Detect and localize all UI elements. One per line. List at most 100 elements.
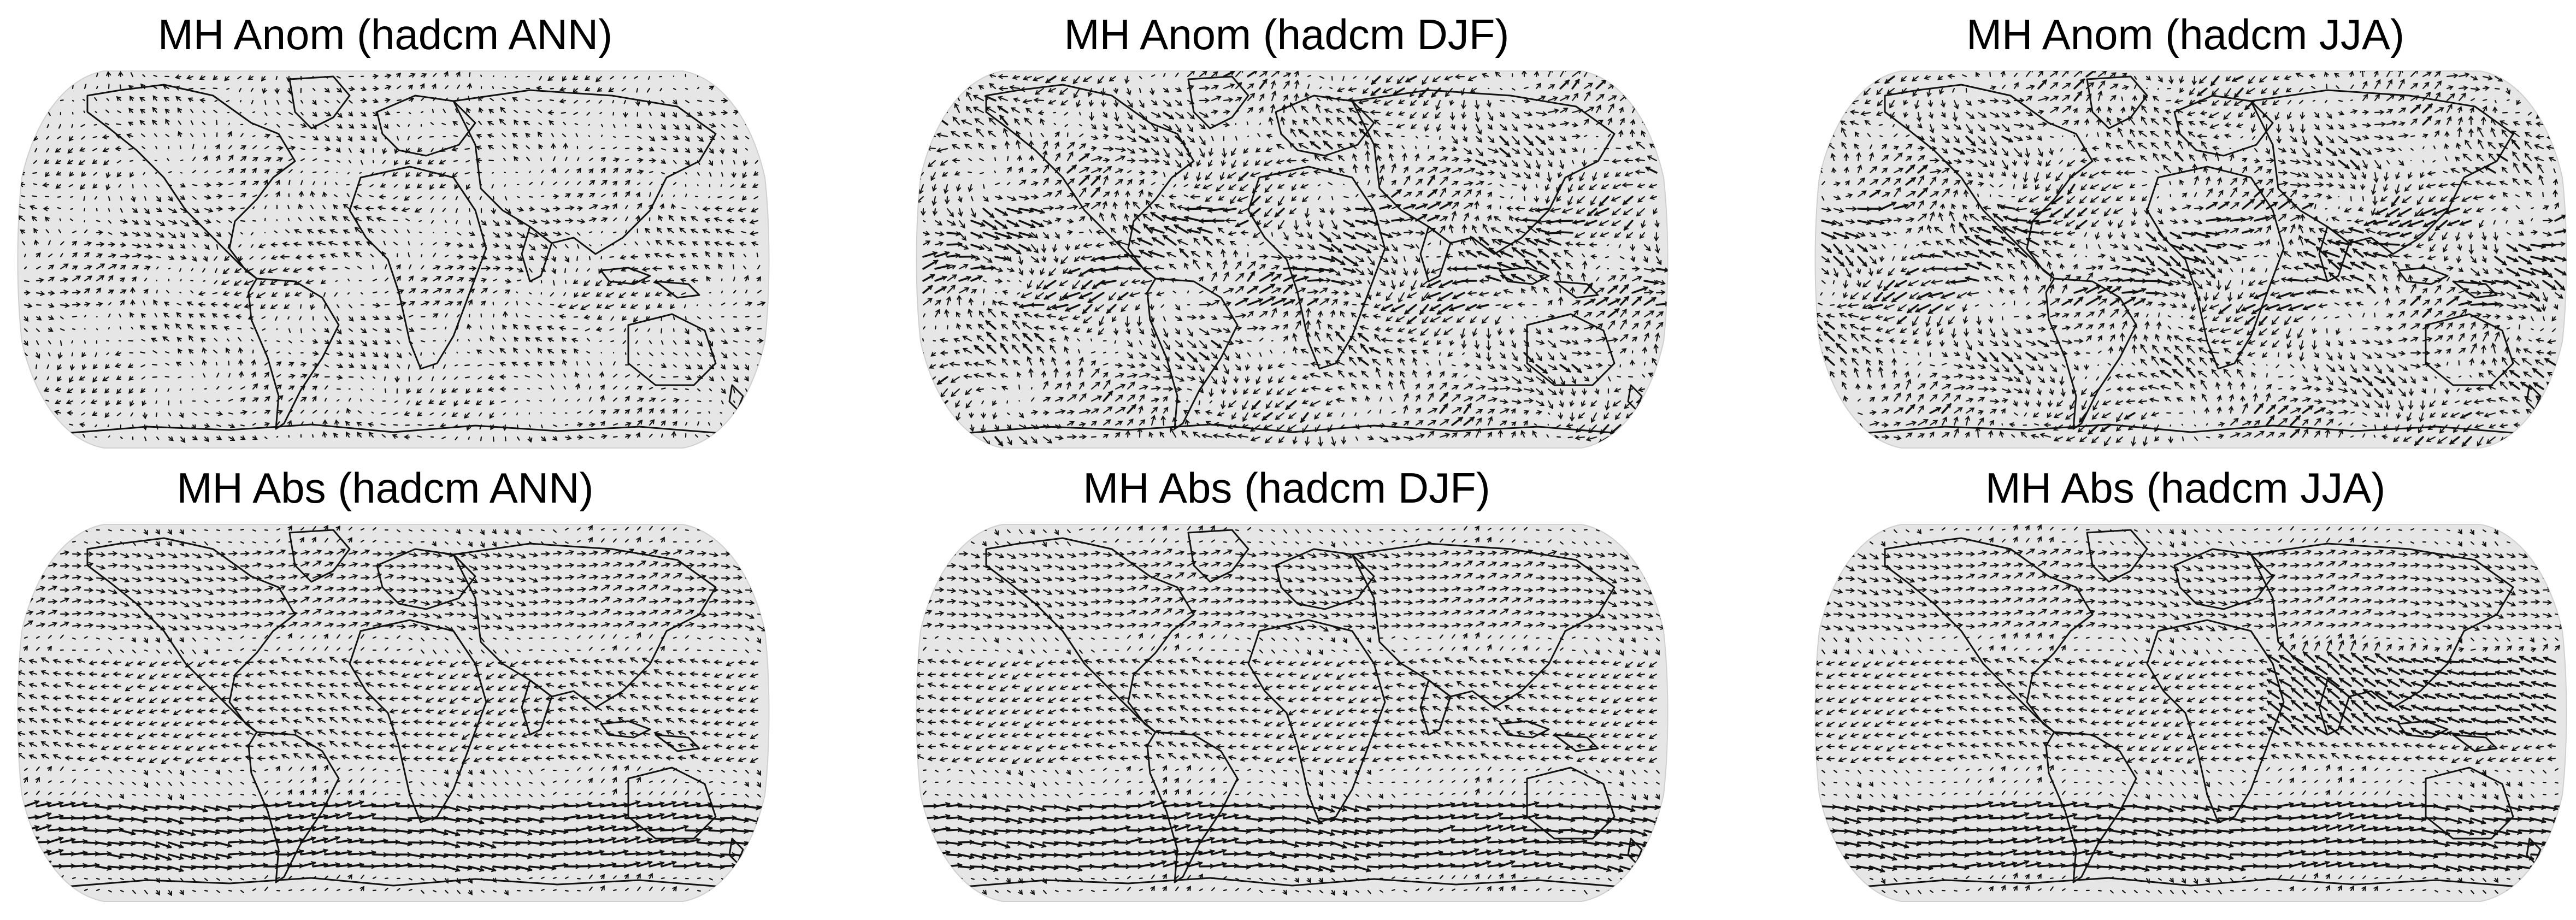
wind-vector-head [1560,148,1566,154]
wind-vector-head [1069,178,1075,184]
wind-vector-head [374,86,379,91]
wind-vector-head [1635,157,1640,163]
wind-vector-head [1420,230,1425,236]
wind-vector [1247,261,1256,270]
wind-vector-head [459,265,465,270]
wind-vector-head [505,289,511,294]
wind-vector [586,338,591,342]
wind-vector [1535,184,1538,188]
wind-vector-head [1406,175,1411,181]
wind-vector [1343,280,1355,286]
wind-vector-head [67,160,73,164]
wind-vector-head [1455,190,1461,196]
wind-vector-head [580,219,586,224]
wind-vector [1053,244,1057,252]
wind-vector [1635,158,1646,162]
wind-vector-head [349,340,355,345]
wind-vector [1127,111,1133,120]
wind-vector-head [511,132,517,138]
wind-vector-head [1410,92,1414,98]
wind-vector [745,340,750,343]
wind-vector-head [293,241,298,247]
wind-vector [324,409,328,414]
wind-vector [1193,238,1201,246]
wind-vector [1097,75,1105,84]
wind-vector-head [635,432,641,438]
wind-vector-head [746,85,752,90]
wind-vector-head [264,422,270,427]
wind-vector-head [1465,250,1471,255]
wind-vector-head [1353,261,1359,267]
wind-vector [1607,133,1611,138]
wind-vector-head [1264,212,1269,217]
wind-vector [276,421,280,426]
wind-vector-head [989,213,995,219]
wind-vector [1148,250,1165,258]
wind-vector [1511,99,1515,103]
wind-vector-head [1072,204,1078,210]
wind-vector [1636,141,1646,150]
wind-vector [1436,99,1441,110]
wind-vector-head [940,161,946,166]
wind-vector [396,85,402,90]
wind-vector-head [1166,252,1172,257]
wind-vector [228,412,233,415]
wind-vector [420,243,423,246]
wind-vector-head [1362,89,1367,95]
wind-vector [190,362,194,366]
wind-vector-head [529,255,534,261]
wind-vector [1655,268,1668,272]
wind-vector-head [116,172,122,178]
wind-vector-head [978,143,983,148]
wind-vector-head [1654,237,1659,242]
wind-vector [1607,71,1617,78]
wind-vector [285,229,290,234]
wind-vector-head [54,422,60,428]
wind-vector [649,171,653,174]
wind-vector-head [998,86,1004,91]
wind-vector-head [660,112,665,118]
wind-vector-head [1463,137,1467,143]
wind-vector [81,135,86,140]
wind-vector-head [454,184,459,190]
wind-vector [1207,208,1225,212]
wind-vector-head [726,207,732,213]
wind-vector [430,122,434,126]
wind-vector [524,375,530,378]
wind-vector [468,267,476,270]
wind-vector-head [494,243,500,248]
wind-vector-head [1112,201,1118,207]
wind-vector [976,128,985,138]
wind-vector-head [338,375,343,380]
wind-vector [1115,179,1123,186]
wind-vector-head [337,339,343,344]
wind-vector [1283,232,1289,241]
wind-vector [464,376,470,379]
wind-vector-head [1493,148,1499,154]
wind-vector [1124,253,1141,258]
wind-vector-head [941,275,947,281]
wind-vector [1206,250,1213,258]
wind-vector [152,350,158,354]
wind-vector-head [1044,164,1050,170]
wind-vector [551,133,555,138]
wind-vector-head [172,220,178,225]
wind-vector-head [1579,176,1584,182]
wind-vector [31,433,38,438]
wind-vector [1511,123,1518,132]
wind-vector-head [1340,280,1346,286]
wind-vector [600,193,606,198]
wind-vector-head [80,388,86,394]
wind-vector [1331,244,1343,253]
wind-vector-head [1604,173,1609,179]
wind-vector-head [1586,91,1591,97]
wind-vector-head [1016,131,1021,136]
wind-vector [275,75,278,80]
wind-vector-head [337,329,342,335]
wind-vector-head [924,231,930,236]
wind-vector-head [310,305,315,310]
wind-vector [1030,256,1039,263]
wind-vector-head [482,255,488,260]
wind-vector-head [1250,92,1255,98]
wind-vector-head [1333,225,1337,230]
